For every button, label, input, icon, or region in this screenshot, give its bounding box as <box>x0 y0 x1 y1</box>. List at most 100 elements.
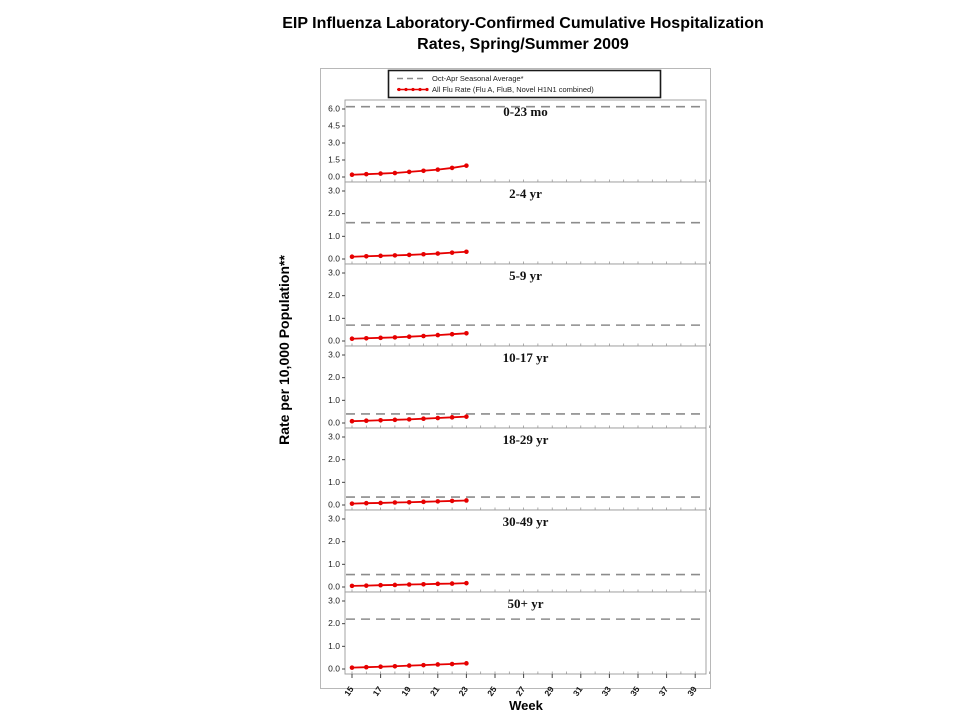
flu-rate-point <box>421 499 426 505</box>
y-tick-label: 3.0 <box>328 350 340 360</box>
flu-rate-point <box>392 500 398 505</box>
flu-rate-point <box>406 582 412 587</box>
flu-rate-point <box>449 581 455 586</box>
flu-rate-point <box>449 250 455 255</box>
flu-rate-point <box>392 335 398 340</box>
x-tick-label: 37 <box>657 684 671 698</box>
x-tick-label: 17 <box>371 684 385 698</box>
flu-rate-point <box>421 581 426 587</box>
x-tick-label: 35 <box>628 684 642 698</box>
flu-rate-point <box>449 498 455 504</box>
x-tick-label: 25 <box>485 684 499 698</box>
flu-rate-point <box>378 171 383 176</box>
flu-rate-point <box>364 335 369 341</box>
flu-rate-point <box>406 169 412 175</box>
flu-rate-point <box>464 249 469 255</box>
y-tick-label: 0.0 <box>328 664 340 674</box>
flu-rate-point <box>378 664 383 670</box>
flu-rate-point <box>435 167 441 172</box>
y-tick-label: 1.0 <box>328 231 340 241</box>
flu-rate-point <box>449 165 455 171</box>
flu-rate-point <box>449 415 455 420</box>
y-tick-label: 3.0 <box>328 186 340 196</box>
y-tick-label: 0.0 <box>328 172 340 182</box>
y-tick-label: 2.0 <box>328 372 340 382</box>
flu-rate-point <box>349 172 355 178</box>
flu-rate-point <box>435 415 441 421</box>
x-tick-label: 29 <box>542 684 556 698</box>
legend-box <box>387 69 662 99</box>
flu-rate-point <box>349 254 355 260</box>
flu-rate-point <box>378 417 383 423</box>
flu-rate-point <box>435 251 441 256</box>
legend: Oct-Apr Seasonal Average* All Flu Rate (F… <box>387 69 662 99</box>
y-tick-label: 6.0 <box>328 104 340 114</box>
flu-rate-point <box>349 418 355 424</box>
panel-50-yr: 0.0 1.0 2.0 3.0 50+ yr <box>328 591 710 675</box>
panel-18-29-yr: 0.0 1.0 2.0 3.0 18-29 yr <box>328 427 710 511</box>
x-tick-label: 27 <box>514 684 528 698</box>
y-tick-label: 1.0 <box>328 395 340 405</box>
flu-rate-point <box>464 498 469 503</box>
y-tick-label: 2.0 <box>328 536 340 546</box>
chart-title-line1: EIP Influenza Laboratory-Confirmed Cumul… <box>282 15 764 32</box>
x-tick-label: 23 <box>456 684 470 698</box>
y-tick-label: 1.5 <box>328 155 340 165</box>
y-tick-label: 2.0 <box>328 290 340 300</box>
y-tick-label: 0.0 <box>328 418 340 428</box>
panel-group-label: 10-17 yr <box>503 350 549 365</box>
flu-rate-point <box>421 416 426 421</box>
panel-2-4-yr: 0.0 1.0 2.0 3.0 2-4 yr <box>328 181 710 265</box>
y-tick-label: 0.0 <box>328 336 340 346</box>
flu-rate-point <box>364 418 369 424</box>
flu-rate-point <box>406 663 412 668</box>
flu-rate-point <box>392 417 398 423</box>
flu-rate-point <box>464 661 469 666</box>
flu-rate-point <box>406 499 412 505</box>
x-tick-label: 33 <box>599 684 613 698</box>
panel-group-label: 5-9 yr <box>509 268 542 283</box>
flu-rate-point <box>378 500 383 506</box>
flu-rate-point <box>349 501 355 506</box>
panel-10-17-yr: 0.0 1.0 2.0 3.0 10-17 yr <box>328 345 710 429</box>
legend-label-seasonal: Oct-Apr Seasonal Average* <box>432 74 524 83</box>
y-tick-label: 3.0 <box>328 514 340 524</box>
panel-group-label: 2-4 yr <box>509 186 542 201</box>
y-tick-label: 2.0 <box>328 208 340 218</box>
flu-rate-point <box>435 662 441 667</box>
flu-rate-point <box>449 661 455 667</box>
x-tick-label: 31 <box>571 684 585 698</box>
panel-30-49-yr: 0.0 1.0 2.0 3.0 30-49 yr <box>328 509 710 593</box>
panel-group-label: 0-23 mo <box>503 104 547 119</box>
flu-rate-point <box>392 582 398 588</box>
flu-rate-point <box>464 330 469 336</box>
flu-rate-point <box>435 499 441 504</box>
y-tick-label: 0.0 <box>328 500 340 510</box>
flu-rate-point <box>406 334 412 339</box>
flu-rate-point <box>364 171 369 177</box>
y-tick-label: 1.0 <box>328 313 340 323</box>
y-tick-label: 2.0 <box>328 618 340 628</box>
flu-rate-point <box>421 251 426 257</box>
flu-rate-point <box>421 333 426 339</box>
flu-rate-point <box>378 253 383 259</box>
flu-rate-point <box>421 662 426 668</box>
flu-rate-point <box>349 583 355 589</box>
flu-rate-point <box>435 581 441 587</box>
chart-title-line2: Rates, Spring/Summer 2009 <box>417 35 629 53</box>
panel-group-label: 18-29 yr <box>503 432 549 447</box>
x-tick-label: 15 <box>342 684 356 698</box>
y-tick-label: 3.0 <box>328 596 340 606</box>
flu-rate-point <box>378 582 383 588</box>
flu-rate-point <box>392 663 398 669</box>
x-axis-title: Week <box>509 698 543 713</box>
legend-label-flu: All Flu Rate (Flu A, FluB, Novel H1N1 co… <box>432 85 594 94</box>
flu-rate-point <box>421 168 426 174</box>
flu-rate-point <box>364 583 369 588</box>
flu-rate-point <box>464 163 469 168</box>
y-tick-label: 0.0 <box>328 254 340 264</box>
flu-rate-point <box>406 252 412 258</box>
y-tick-label: 3.0 <box>328 432 340 442</box>
